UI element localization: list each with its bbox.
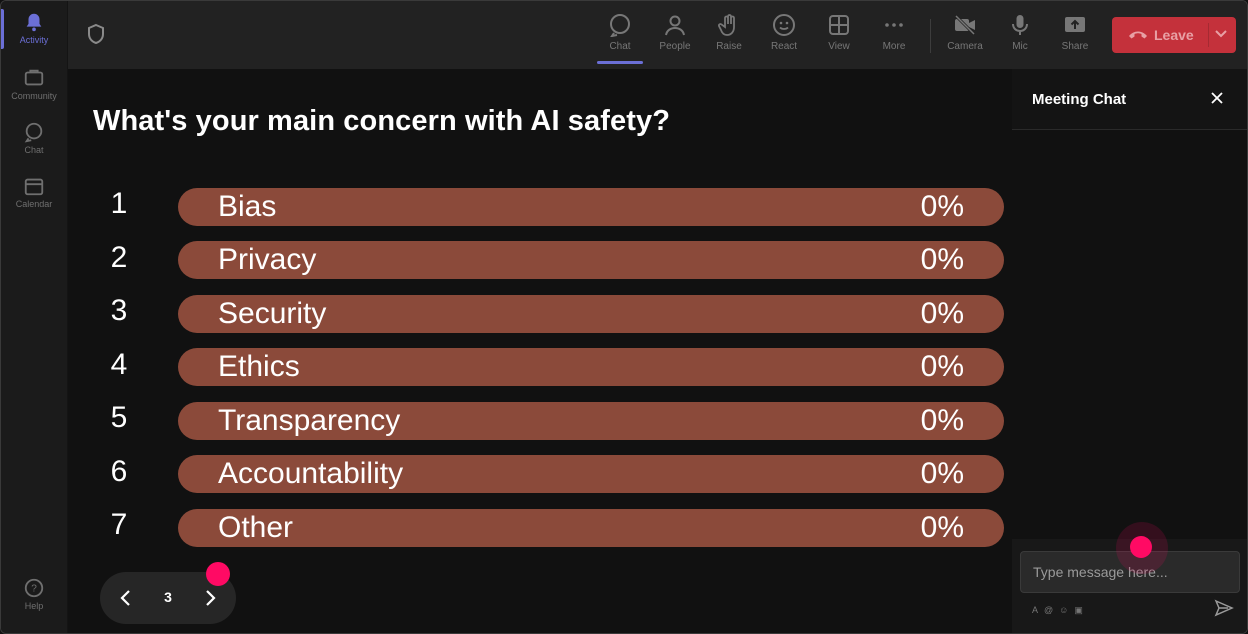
option-number: 1 bbox=[110, 187, 128, 220]
toolbar-mic-button[interactable]: Mic bbox=[995, 11, 1045, 52]
mic-icon bbox=[1012, 15, 1028, 35]
option-number: 6 bbox=[110, 455, 128, 488]
smiley-icon bbox=[773, 14, 795, 36]
calendar-icon bbox=[24, 178, 44, 196]
share-icon bbox=[1065, 17, 1085, 32]
option-percent: 0% bbox=[920, 511, 964, 544]
rail-item-label: Chat bbox=[24, 145, 44, 155]
toolbar-chat-button[interactable]: Chat bbox=[595, 11, 645, 64]
meeting-chat-panel: Meeting Chat A@☺▣ bbox=[1012, 69, 1247, 633]
toolbar-view-button[interactable]: View bbox=[814, 11, 864, 52]
option-percent: 0% bbox=[920, 243, 964, 276]
option-bar-ethics[interactable]: Ethics 0% bbox=[178, 348, 1004, 386]
leave-divider bbox=[1208, 23, 1209, 47]
toolbar-divider bbox=[930, 19, 931, 53]
toolbar-label: Chat bbox=[609, 41, 631, 52]
svg-text:?: ? bbox=[31, 584, 37, 595]
option-label: Bias bbox=[218, 190, 277, 223]
option-label: Privacy bbox=[218, 243, 317, 276]
option-label: Transparency bbox=[218, 404, 401, 437]
more-icon bbox=[885, 23, 903, 27]
cursor-marker bbox=[206, 562, 230, 586]
option-percent: 0% bbox=[920, 350, 964, 383]
send-icon[interactable] bbox=[1214, 599, 1234, 617]
attach-icon[interactable]: @ bbox=[1044, 605, 1060, 615]
chat-bubble-icon bbox=[610, 14, 630, 37]
option-percent: 0% bbox=[920, 297, 964, 330]
poll-question: What's your main concern with AI safety? bbox=[93, 105, 671, 137]
chevron-down-icon[interactable] bbox=[1214, 29, 1228, 39]
rail-item-community[interactable]: Community bbox=[1, 57, 67, 109]
rail-item-help[interactable]: ? Help bbox=[1, 573, 67, 625]
option-label: Ethics bbox=[218, 350, 300, 383]
chevron-right-icon[interactable] bbox=[202, 588, 218, 608]
option-label: Accountability bbox=[218, 457, 404, 490]
rail-item-label: Calendar bbox=[15, 199, 53, 209]
emoji-icon[interactable]: ☺ bbox=[1059, 605, 1075, 615]
option-number: 7 bbox=[110, 508, 128, 541]
chat-header: Meeting Chat bbox=[1012, 69, 1247, 130]
option-bar-privacy[interactable]: Privacy 0% bbox=[178, 241, 1004, 279]
leave-label: Leave bbox=[1154, 27, 1194, 43]
chat-bubble-icon bbox=[24, 122, 43, 143]
toolbar-people-button[interactable]: People bbox=[650, 11, 700, 52]
toolbar-label: Share bbox=[1061, 41, 1089, 52]
chevron-left-icon[interactable] bbox=[118, 588, 134, 608]
app-rail: Activity Community Chat Calendar ? Help bbox=[1, 1, 68, 633]
rail-item-label: Activity bbox=[19, 35, 49, 45]
rail-item-chat[interactable]: Chat bbox=[1, 111, 67, 163]
option-bar-bias[interactable]: Bias 0% bbox=[178, 188, 1004, 226]
toolbar-label: React bbox=[770, 41, 798, 52]
toolbar-label: People bbox=[659, 41, 691, 52]
option-bar-security[interactable]: Security 0% bbox=[178, 295, 1004, 333]
toolbar-share-button[interactable]: Share bbox=[1050, 11, 1100, 52]
hang-up-icon bbox=[1129, 31, 1147, 39]
cursor-marker bbox=[1130, 536, 1152, 558]
rail-item-calendar[interactable]: Calendar bbox=[1, 165, 67, 217]
rail-item-activity[interactable]: Activity bbox=[1, 1, 67, 53]
option-bar-other[interactable]: Other 0% bbox=[178, 509, 1004, 547]
close-icon[interactable] bbox=[1210, 91, 1224, 105]
toolbar-label: Mic bbox=[1012, 41, 1028, 52]
option-label: Security bbox=[218, 297, 327, 330]
toolbar-react-button[interactable]: React bbox=[759, 11, 809, 52]
community-icon bbox=[24, 69, 44, 86]
option-number: 2 bbox=[110, 241, 128, 274]
toolbar-label: View bbox=[828, 41, 850, 52]
grid-icon bbox=[829, 15, 849, 35]
toolbar-label: Camera bbox=[947, 41, 983, 52]
option-number: 5 bbox=[110, 401, 128, 434]
shield-icon[interactable] bbox=[86, 23, 106, 45]
help-icon: ? bbox=[24, 578, 44, 598]
toolbar-raise-button[interactable]: Raise bbox=[704, 11, 754, 52]
option-number: 4 bbox=[110, 348, 128, 381]
page-number: 3 bbox=[164, 589, 172, 605]
camera-off-icon bbox=[954, 14, 976, 36]
chat-compose-area: A@☺▣ bbox=[1012, 539, 1247, 633]
option-percent: 0% bbox=[920, 190, 964, 223]
chat-title: Meeting Chat bbox=[1032, 91, 1127, 108]
option-label: Other bbox=[218, 511, 294, 544]
option-number: 3 bbox=[110, 294, 128, 327]
rail-item-label: Community bbox=[11, 91, 57, 101]
leave-button[interactable]: Leave bbox=[1112, 17, 1236, 53]
toolbar-label: Raise bbox=[716, 41, 742, 52]
chat-format-tools: A@☺▣ bbox=[1032, 605, 1089, 616]
rail-item-label: Help bbox=[24, 601, 44, 611]
meeting-toolbar: Chat People Raise React View More Camera bbox=[68, 1, 1247, 69]
hand-icon bbox=[718, 14, 735, 36]
gif-icon[interactable]: ▣ bbox=[1074, 605, 1089, 615]
option-percent: 0% bbox=[920, 457, 964, 490]
bell-icon bbox=[26, 13, 42, 32]
toolbar-more-button[interactable]: More bbox=[869, 11, 919, 52]
toolbar-camera-button[interactable]: Camera bbox=[940, 11, 990, 52]
chat-message-input[interactable] bbox=[1020, 551, 1240, 593]
people-icon bbox=[665, 15, 685, 36]
option-percent: 0% bbox=[920, 404, 964, 437]
format-icon[interactable]: A bbox=[1032, 605, 1045, 615]
option-bar-transparency[interactable]: Transparency 0% bbox=[178, 402, 1004, 440]
option-bar-accountability[interactable]: Accountability 0% bbox=[178, 455, 1004, 493]
toolbar-label: More bbox=[882, 41, 906, 52]
